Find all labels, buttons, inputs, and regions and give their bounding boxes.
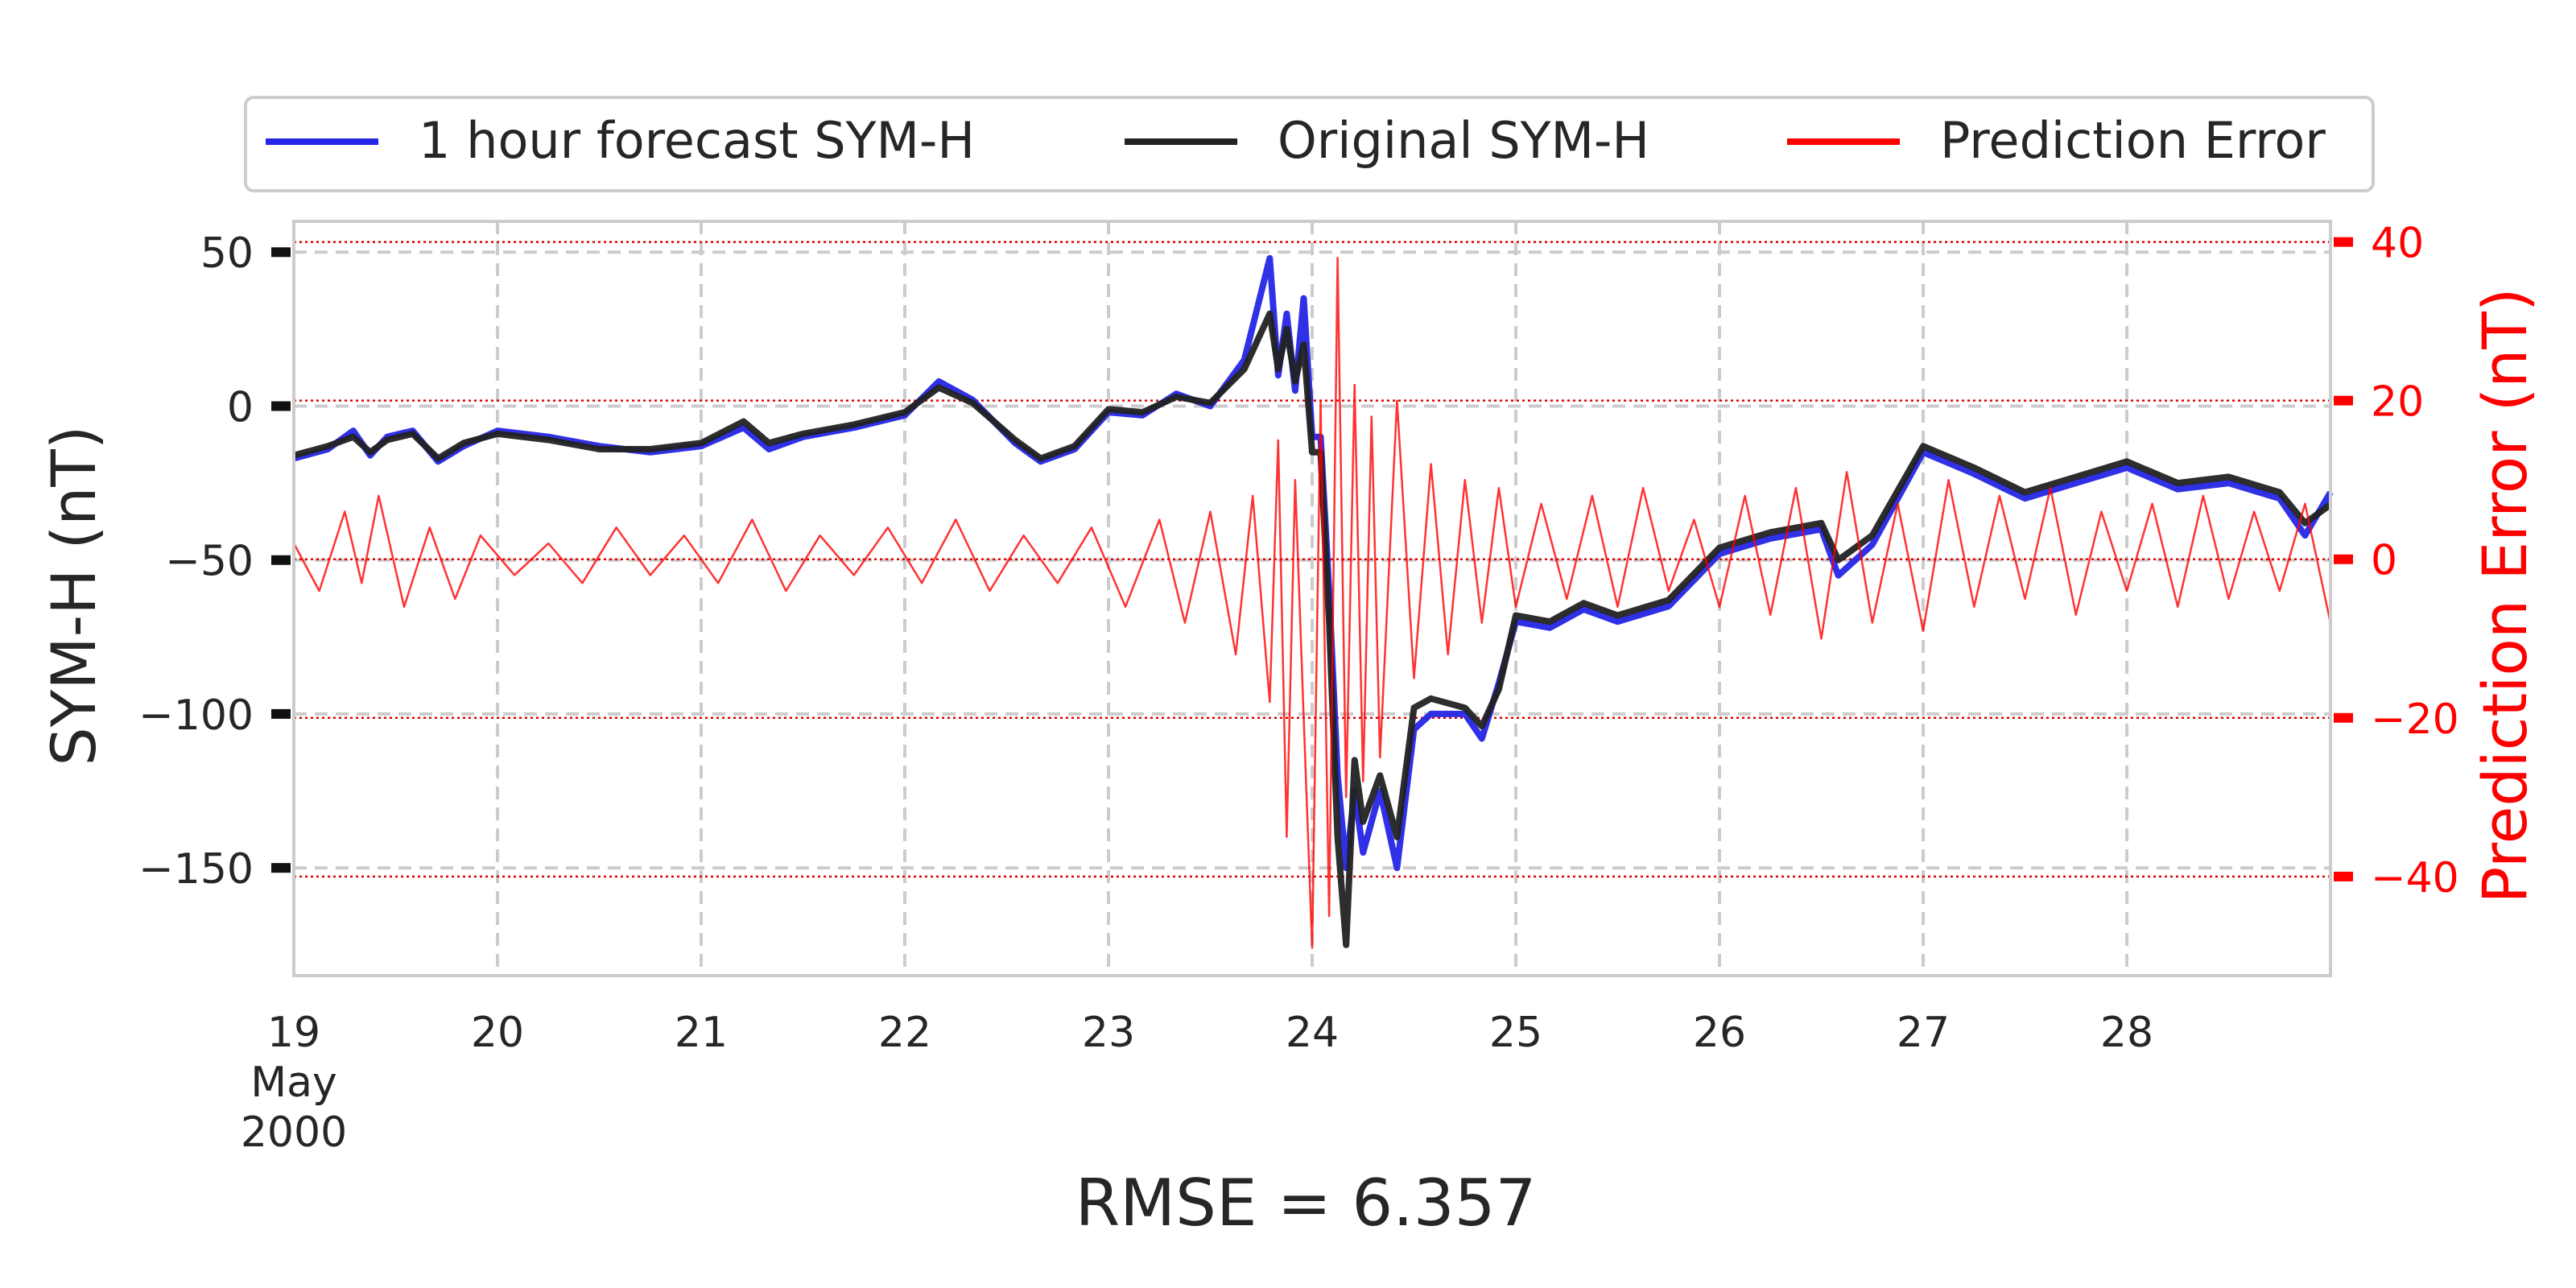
secondary-gridlines	[294, 241, 2330, 878]
x-tick-label: 19	[267, 1009, 320, 1057]
legend-label-error: Prediction Error	[1940, 111, 2326, 170]
legend-box	[244, 96, 2375, 192]
x-tick-label: 22	[878, 1009, 931, 1057]
y-tick-label: 0	[227, 383, 254, 431]
rmse-text: RMSE = 6.357	[1075, 1166, 1537, 1241]
x-tick-label: 25	[1489, 1009, 1542, 1057]
x-tick-label: 28	[2100, 1009, 2153, 1057]
y-axis-label: SYM-H (nT)	[38, 426, 109, 766]
x-tick-sublabel: 2000	[241, 1108, 347, 1157]
x-tick-label: 27	[1897, 1009, 1950, 1057]
series-line-original	[292, 310, 2333, 948]
legend: 1 hour forecast SYM-H Original SYM-H Pre…	[244, 96, 2375, 192]
plot-frame	[292, 220, 2332, 977]
vertical-gridlines	[496, 221, 2128, 976]
x-tick-label: 24	[1286, 1009, 1339, 1057]
series-lines	[292, 254, 2334, 949]
x-tick-label: 20	[471, 1009, 524, 1057]
y-tick-label: −50	[165, 538, 254, 586]
y2-tick-label: 40	[2371, 220, 2424, 268]
legend-label-original: Original SYM-H	[1278, 111, 1649, 170]
x-tick-label: 21	[675, 1009, 728, 1057]
y2-tick-label: 20	[2371, 378, 2424, 427]
series-line-error	[292, 257, 2332, 949]
plot-border	[292, 220, 2332, 977]
x-tick-label: 26	[1693, 1009, 1746, 1057]
legend-label-forecast: 1 hour forecast SYM-H	[419, 111, 975, 170]
y2-tick-label: −40	[2371, 854, 2459, 902]
y-tick-label: −150	[138, 845, 254, 894]
x-tick-label: 23	[1082, 1009, 1135, 1057]
y2-axis-ticks: 40 20 0 −20 −40	[2334, 220, 2459, 902]
y-tick-label: −100	[138, 691, 254, 740]
y2-axis-label: Prediction Error (nT)	[2469, 287, 2541, 903]
y-tick-label: 50	[200, 229, 254, 278]
x-tick-sublabel: May	[250, 1059, 337, 1107]
y2-tick-label: 0	[2371, 537, 2397, 585]
y-axis-ticks: 50 0 −50 −100 −150	[138, 229, 291, 894]
y2-tick-label: −20	[2371, 696, 2459, 744]
